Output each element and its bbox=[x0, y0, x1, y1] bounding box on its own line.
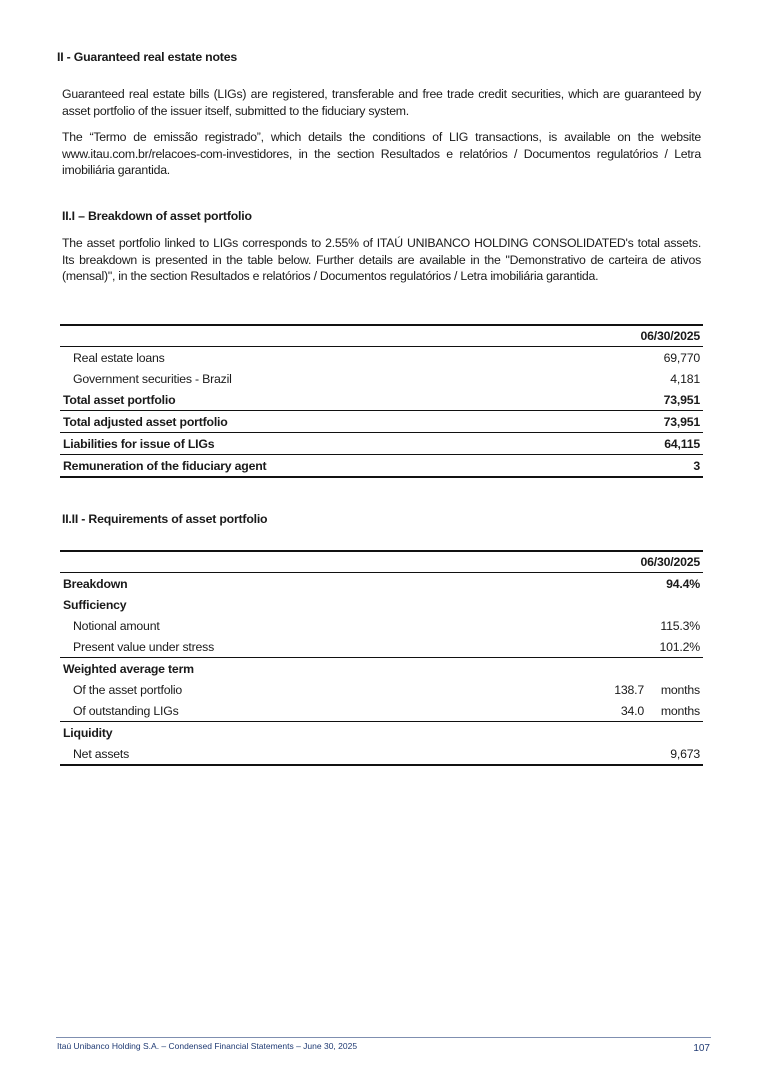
column-header: 06/30/2025 bbox=[549, 324, 703, 347]
table-row: Liabilities for issue of LIGs 64,115 bbox=[60, 432, 703, 455]
column-header: 06/30/2025 bbox=[538, 550, 703, 573]
requirements-table: 06/30/2025 Breakdown 94.4% Sufficiency No… bbox=[60, 550, 703, 766]
table-row: Of outstanding LIGs 34.0 months bbox=[73, 703, 700, 718]
table-row: Of the asset portfolio 138.7 months bbox=[73, 682, 700, 697]
table-row: Total asset portfolio 73,951 bbox=[63, 392, 700, 407]
paragraph-ligs: Guaranteed real estate bills (LIGs) are … bbox=[62, 87, 701, 118]
table-row: Net assets 9,673 bbox=[60, 743, 703, 766]
table-row: Liquidity bbox=[60, 721, 703, 743]
footer-text: Itaú Unibanco Holding S.A. – Condensed F… bbox=[57, 1041, 358, 1051]
section-title: II - Guaranteed real estate notes bbox=[57, 50, 237, 64]
footer-divider bbox=[56, 1037, 711, 1038]
table-row: Real estate loans 69,770 bbox=[73, 350, 700, 365]
subsection-breakdown-title: II.I – Breakdown of asset portfolio bbox=[62, 209, 252, 223]
table-row: Remuneration of the fiduciary agent 3 bbox=[60, 454, 703, 478]
table-row: Breakdown 94.4% bbox=[63, 576, 700, 591]
table-row: Notional amount 115.3% bbox=[73, 618, 700, 633]
paragraph-portfolio: The asset portfolio linked to LIGs corre… bbox=[62, 236, 701, 283]
asset-portfolio-table: 06/30/2025 Real estate loans 69,770 Gover… bbox=[60, 324, 703, 478]
paragraph-termo: The “Termo de emissão registrado”, which… bbox=[62, 130, 701, 177]
table-row: Sufficiency bbox=[63, 597, 127, 612]
subsection-requirements-title: II.II - Requirements of asset portfolio bbox=[62, 512, 268, 526]
table-row: Government securities - Brazil 4,181 bbox=[73, 371, 700, 386]
table-row: Present value under stress 101.2% bbox=[73, 639, 700, 654]
table-row: Total adjusted asset portfolio 73,951 bbox=[60, 410, 703, 433]
page-number: 107 bbox=[693, 1043, 710, 1054]
table-row: Weighted average term bbox=[60, 657, 703, 679]
